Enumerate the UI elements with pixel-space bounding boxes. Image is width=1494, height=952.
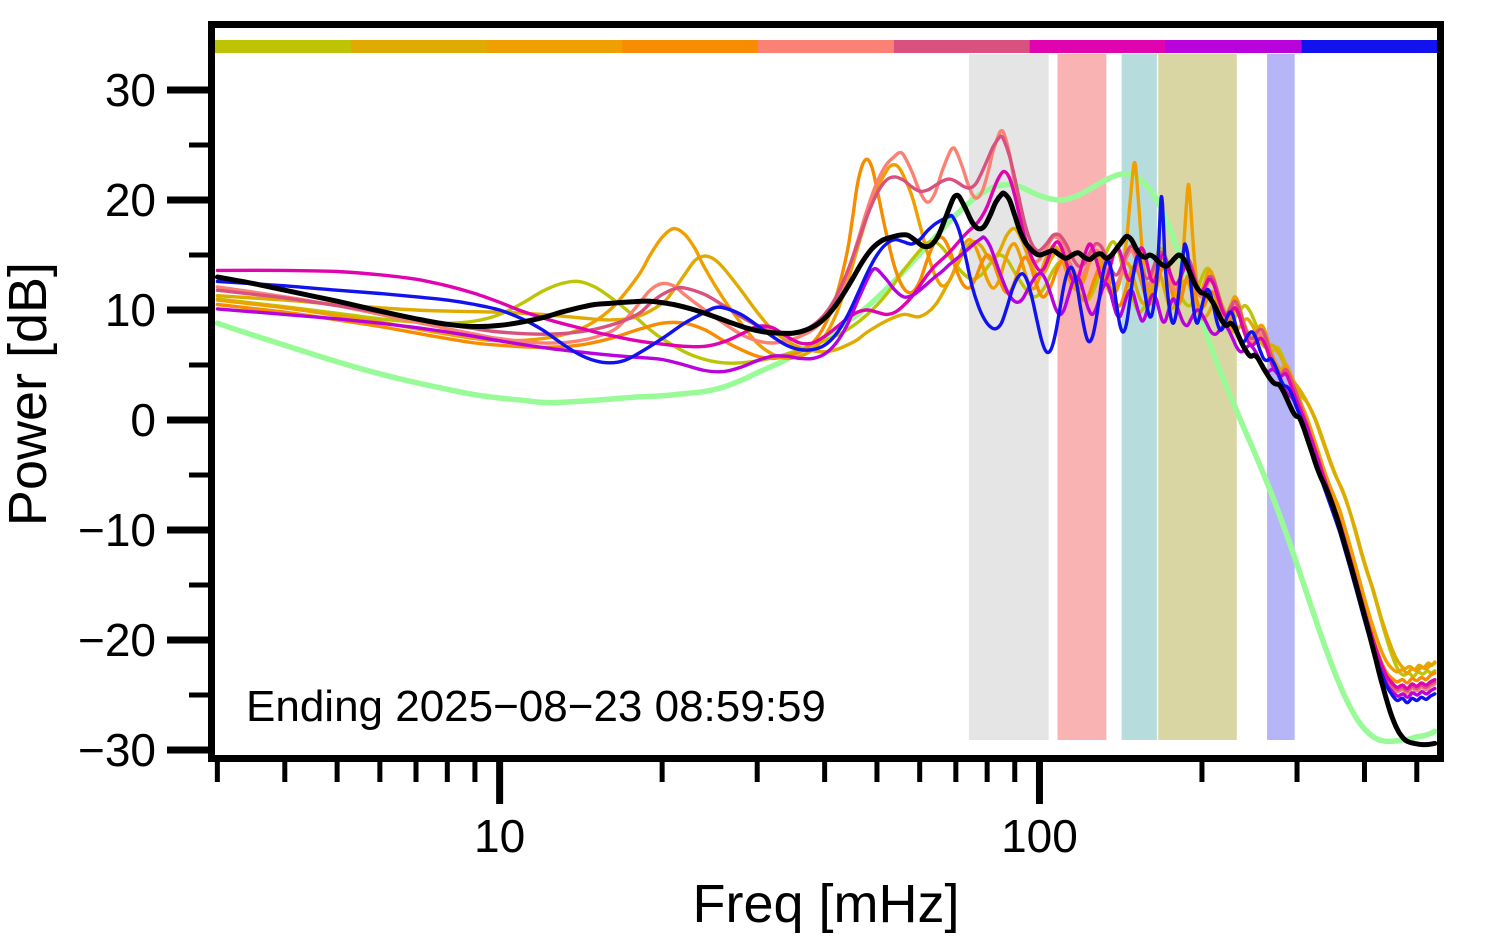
x-tick-label: 10 <box>474 810 525 862</box>
series-palegreen <box>215 170 1437 745</box>
series-yellowgreen <box>215 239 1437 678</box>
segment-color-bar <box>215 40 1438 53</box>
color-bar-segment-9 <box>1301 40 1438 53</box>
spectra-curves <box>215 128 1437 748</box>
plot-frame <box>208 21 1444 762</box>
y-tick-label: −30 <box>78 724 156 776</box>
y-tick-label: −10 <box>78 504 156 556</box>
series-blue <box>215 194 1437 705</box>
y-tick-label: 0 <box>130 394 156 446</box>
color-bar-segment-4 <box>622 40 759 53</box>
series-orange <box>215 160 1437 675</box>
y-axis-title: Power [dB] <box>0 262 58 526</box>
ending-annotation: Ending 2025−08−23 08:59:59 <box>246 682 826 731</box>
y-tick-label: 20 <box>105 174 156 226</box>
series-darkorange <box>215 157 1437 685</box>
color-bar-segment-7 <box>1029 40 1166 53</box>
color-bar-segment-5 <box>758 40 895 53</box>
series-mean-black <box>215 190 1437 748</box>
axis-ticks <box>167 86 1420 804</box>
y-tick-label: 10 <box>105 284 156 336</box>
x-tick-label: 100 <box>1001 810 1078 862</box>
color-bar-segment-2 <box>350 40 488 53</box>
y-tick-label: 30 <box>105 64 156 116</box>
y-tick-label: −20 <box>78 614 156 666</box>
x-axis-title: Freq [mHz] <box>692 874 959 934</box>
frequency-bands <box>968 54 1295 740</box>
color-bar-segment-3 <box>486 40 623 53</box>
series-purple <box>215 235 1437 699</box>
band-teal <box>1121 54 1157 740</box>
band-pink <box>1057 54 1107 740</box>
series-rose <box>215 134 1437 693</box>
series-salmon <box>215 128 1437 695</box>
band-khaki <box>1158 54 1237 740</box>
color-bar-segment-8 <box>1165 40 1302 53</box>
series-magenta <box>215 169 1437 691</box>
color-bar-segment-1 <box>215 40 352 53</box>
color-bar-segment-6 <box>893 40 1031 53</box>
